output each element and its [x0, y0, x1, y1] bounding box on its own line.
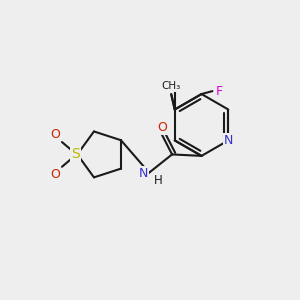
Text: O: O: [50, 168, 60, 181]
Text: F: F: [216, 85, 223, 98]
Text: S: S: [71, 147, 80, 161]
Text: CH₃: CH₃: [162, 81, 181, 91]
Text: O: O: [157, 121, 167, 134]
Text: N: N: [138, 167, 148, 180]
Text: H: H: [154, 174, 163, 188]
Text: N: N: [224, 134, 233, 147]
Text: O: O: [50, 128, 60, 141]
Text: O: O: [50, 128, 60, 141]
Text: H: H: [154, 174, 163, 188]
Text: O: O: [50, 168, 60, 181]
Text: O: O: [157, 121, 167, 134]
Text: N: N: [138, 167, 148, 180]
Text: N: N: [224, 134, 233, 147]
Text: F: F: [216, 85, 223, 98]
Text: S: S: [71, 147, 80, 161]
